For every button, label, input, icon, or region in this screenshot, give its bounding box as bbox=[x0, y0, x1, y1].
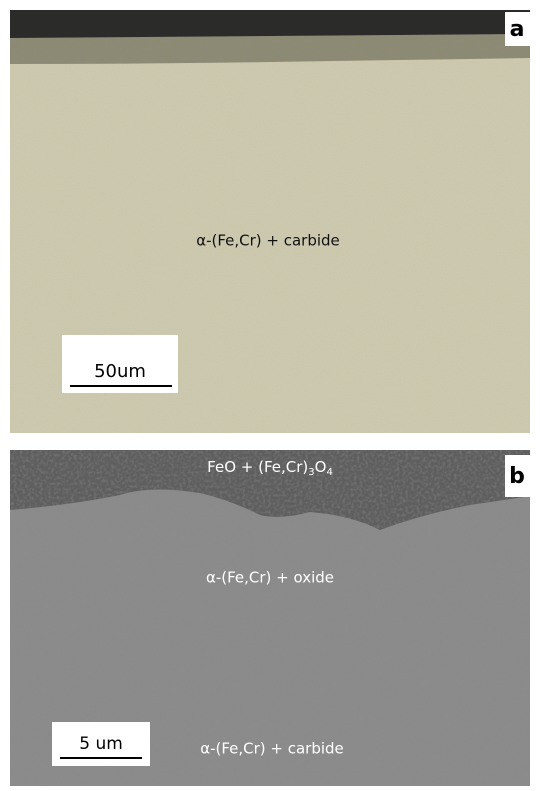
panel-label: a bbox=[510, 17, 525, 42]
phase-annotation: α-(Fe,Cr) + carbide bbox=[196, 232, 340, 250]
panel-label: b bbox=[509, 464, 525, 489]
mount-layer bbox=[10, 10, 530, 38]
scale-bar-label: 50um bbox=[94, 361, 146, 382]
panel-b: b FeO + (Fe,Cr)3O4 α-(Fe,Cr) + oxide α-(… bbox=[10, 450, 530, 786]
panel-a: a α-(Fe,Cr) + carbide 50um bbox=[10, 10, 530, 433]
phase-annotation: α-(Fe,Cr) + carbide bbox=[200, 740, 344, 758]
formula-subscript: 4 bbox=[326, 467, 332, 478]
formula-part: O bbox=[315, 458, 327, 476]
scale-bar-label: 5 um bbox=[79, 734, 123, 754]
phase-annotation: FeO + (Fe,Cr)3O4 bbox=[207, 458, 333, 479]
figure: a α-(Fe,Cr) + carbide 50um b FeO + (Fe,C… bbox=[0, 0, 540, 791]
formula-part: FeO + (Fe,Cr) bbox=[207, 458, 308, 476]
phase-annotation: α-(Fe,Cr) + oxide bbox=[206, 569, 334, 587]
